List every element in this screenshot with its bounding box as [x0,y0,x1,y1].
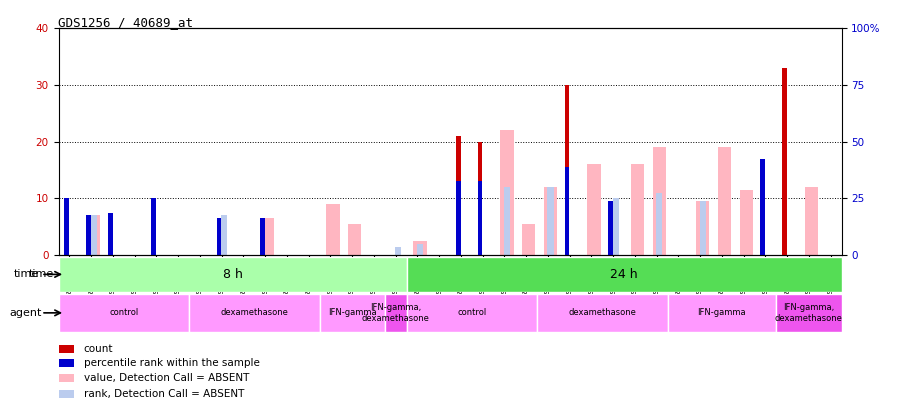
Bar [58,390,75,398]
Text: time: time [29,269,54,279]
Text: rank, Detection Call = ABSENT: rank, Detection Call = ABSENT [84,389,244,399]
Text: IFN-gamma,
dexamethasone: IFN-gamma, dexamethasone [775,303,842,322]
Bar [718,147,731,255]
Bar [522,224,536,255]
Bar [58,374,75,382]
Bar [87,215,100,255]
Text: agent: agent [10,308,42,318]
Text: dexamethasone: dexamethasone [568,308,636,318]
Bar [58,359,75,367]
Bar [151,198,157,255]
Bar [456,136,461,255]
Bar [58,257,407,292]
Bar [652,147,666,255]
Bar [478,181,482,255]
Bar [65,198,69,255]
Text: 24 h: 24 h [610,268,638,281]
Bar [478,142,482,255]
Text: value, Detection Call = ABSENT: value, Detection Call = ABSENT [84,373,249,383]
Bar [631,164,644,255]
Bar [805,187,818,255]
Text: control: control [457,308,486,318]
Bar [740,190,752,255]
Bar [613,198,619,255]
Bar [407,257,842,292]
Bar [65,204,69,255]
Bar [348,224,361,255]
Text: percentile rank within the sample: percentile rank within the sample [84,358,259,368]
Bar [697,201,709,255]
Bar [261,218,274,255]
Bar [668,294,776,332]
Text: dexamethasone: dexamethasone [220,308,288,318]
Bar [58,345,75,353]
Bar [260,218,265,255]
Bar [407,294,537,332]
Bar [327,204,339,255]
Bar [588,164,600,255]
Bar [58,294,189,332]
Bar [395,247,401,255]
Bar [544,187,557,255]
Bar [320,294,385,332]
Text: IFN-gamma: IFN-gamma [698,308,746,318]
Text: time: time [14,269,39,279]
Text: 8 h: 8 h [222,268,242,281]
Bar [564,167,570,255]
Bar [782,68,787,255]
Bar [86,215,91,255]
Bar [504,187,510,255]
Bar [547,187,553,255]
Bar [385,294,407,332]
Bar [656,193,662,255]
Bar [217,218,221,255]
Bar [151,198,157,255]
Bar [413,241,427,255]
Text: IFN-gamma,
dexamethasone: IFN-gamma, dexamethasone [362,303,429,322]
Bar [537,294,668,332]
Text: count: count [84,344,113,354]
Bar [417,244,423,255]
Bar [108,213,112,255]
Bar [189,294,320,332]
Text: control: control [109,308,139,318]
Bar [221,215,228,255]
Bar [699,201,706,255]
Bar [760,159,765,255]
Bar [608,201,613,255]
Bar [500,130,514,255]
Bar [564,85,570,255]
Text: IFN-gamma: IFN-gamma [328,308,376,318]
Bar [776,294,842,332]
Bar [456,181,461,255]
Bar [217,232,221,255]
Bar [91,215,97,255]
Text: GDS1256 / 40689_at: GDS1256 / 40689_at [58,16,194,29]
